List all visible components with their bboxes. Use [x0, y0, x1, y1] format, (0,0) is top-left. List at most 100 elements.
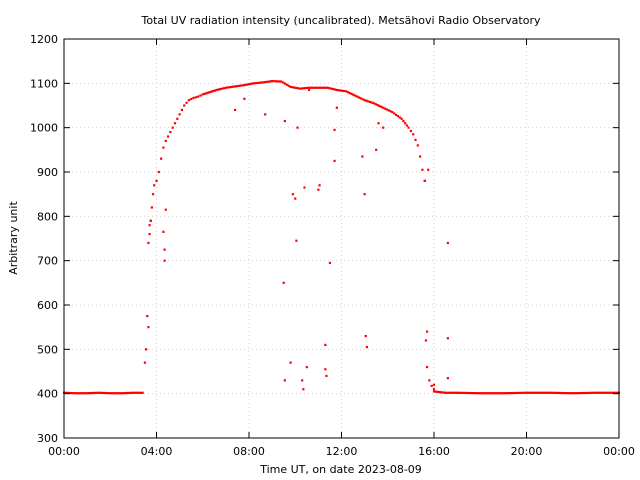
data-point-interp: [510, 391, 513, 395]
data-point: [432, 388, 436, 391]
data-point-interp: [589, 391, 593, 394]
data-point-interp: [460, 391, 464, 394]
data-point-interp: [611, 391, 614, 394]
data-point: [479, 392, 482, 395]
data-point-interp: [535, 391, 538, 394]
data-point: [289, 361, 292, 364]
data-point-interp: [77, 392, 80, 395]
data-point: [424, 339, 428, 342]
data-point-interp: [219, 87, 222, 91]
data-point-interp: [69, 391, 72, 395]
data-point-interp: [137, 391, 141, 394]
data-point-interp: [532, 391, 535, 394]
data-point: [234, 108, 237, 112]
y-tick-label: 1200: [30, 33, 58, 46]
data-point-interp: [337, 89, 340, 92]
data-point-interp: [95, 391, 99, 394]
data-point-interp: [489, 392, 492, 395]
data-point-interp: [403, 122, 407, 125]
data-point-interp: [378, 104, 381, 108]
data-point-interp: [389, 110, 392, 113]
data-point: [425, 330, 429, 333]
x-tick-label: 00:00: [603, 445, 635, 458]
data-point: [301, 379, 304, 382]
data-point-interp: [536, 391, 540, 394]
data-point: [333, 159, 336, 163]
data-point-interp: [272, 80, 276, 83]
data-point-interp: [576, 392, 579, 395]
data-point-interp: [573, 392, 576, 395]
data-point: [444, 391, 447, 394]
data-point-interp: [517, 391, 520, 395]
data-point-interp: [546, 391, 550, 394]
data-point-interp: [505, 392, 508, 395]
data-point-interp: [586, 391, 589, 395]
data-point-interp: [287, 84, 290, 87]
data-point-interp: [221, 87, 224, 90]
data-point: [155, 179, 158, 182]
data-point: [364, 334, 367, 338]
data-point-interp: [442, 391, 446, 394]
data-point: [382, 106, 385, 109]
data-point-interp: [241, 84, 244, 87]
data-point-interp: [472, 391, 475, 395]
data-point-interp: [230, 85, 233, 89]
data-point-interp: [374, 103, 377, 106]
data-point-interp: [387, 109, 390, 112]
data-point-interp: [348, 91, 351, 95]
data-point: [412, 133, 415, 136]
data-point-interp: [462, 391, 465, 395]
data-point: [302, 388, 305, 391]
data-point: [141, 391, 144, 394]
data-point: [446, 337, 449, 340]
data-point-interp: [302, 87, 305, 90]
data-point: [365, 346, 369, 349]
data-point-interp: [494, 392, 497, 395]
data-point-interp: [346, 91, 350, 94]
data-point: [594, 391, 597, 394]
data-point: [419, 155, 422, 158]
data-point-interp: [205, 92, 208, 95]
data-point: [280, 80, 283, 83]
data-point-interp: [315, 86, 318, 89]
data-point-interp: [402, 119, 405, 123]
data-point: [150, 206, 153, 209]
data-point: [144, 348, 148, 351]
data-point-interp: [276, 80, 279, 83]
data-point-interp: [449, 391, 452, 394]
data-point-interp: [92, 391, 95, 395]
data-point-interp: [414, 138, 417, 141]
data-point: [162, 230, 165, 233]
data-point-interp: [497, 392, 500, 395]
data-point: [153, 184, 156, 187]
data-point-interp: [212, 89, 215, 93]
data-point: [224, 86, 227, 89]
data-point: [294, 197, 297, 200]
data-point: [243, 97, 246, 100]
data-point: [525, 391, 528, 394]
data-point: [428, 379, 431, 382]
data-point-interp: [556, 391, 559, 395]
data-point: [335, 88, 338, 92]
data-point-interp: [82, 392, 85, 395]
data-point: [183, 104, 186, 107]
data-point-interp: [446, 391, 449, 394]
data-point: [326, 86, 329, 89]
data-point-interp: [114, 392, 117, 395]
data-point-interp: [441, 391, 444, 394]
data-point: [432, 383, 436, 386]
data-point-interp: [561, 391, 564, 395]
data-point-interp: [591, 391, 594, 394]
data-point-interp: [313, 86, 316, 89]
data-points: [62, 80, 621, 395]
data-point-interp: [365, 99, 368, 102]
data-point-interp: [263, 81, 266, 84]
data-point-interp: [282, 81, 285, 84]
data-point-interp: [520, 391, 523, 394]
data-point-interp: [285, 83, 289, 86]
data-point: [372, 102, 375, 105]
data-point-interp: [185, 101, 188, 104]
data-point-interp: [398, 116, 401, 119]
data-point-interp: [199, 94, 202, 97]
data-point-interp: [603, 391, 606, 394]
